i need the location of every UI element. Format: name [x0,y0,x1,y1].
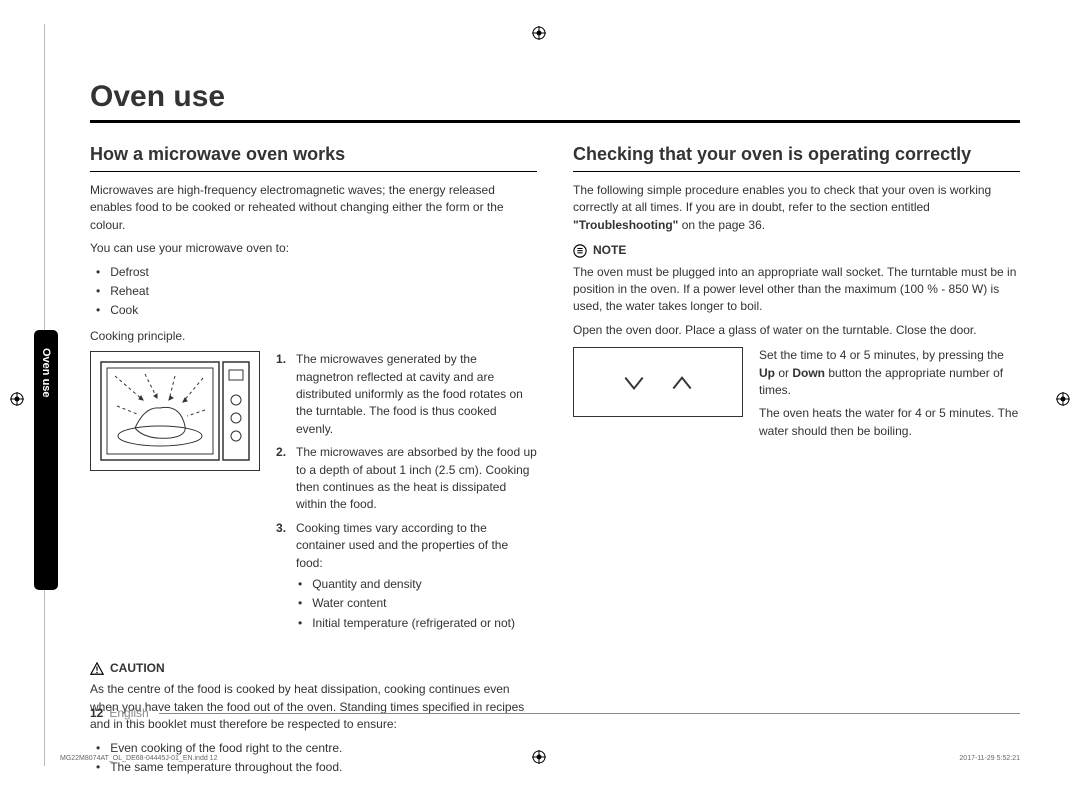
list-item: Reheat [96,283,537,300]
note-label: NOTE [593,242,626,259]
caution-callout: CAUTION [90,660,537,677]
body-text: You can use your microwave oven to: [90,240,537,257]
list-item: Quantity and density [298,576,537,593]
right-column: Checking that your oven is operating cor… [573,141,1020,784]
print-meta: MG22M8074AT_OL_DE68-04445J-01_EN.indd 12… [60,755,1020,762]
caution-icon [90,662,104,676]
list-item: The microwaves generated by the magnetro… [276,351,537,438]
page-number: 12 [90,706,103,720]
page-footer: 12 English [90,706,1020,720]
section-heading: Checking that your oven is operating cor… [573,141,1020,172]
list-item: The microwaves are absorbed by the food … [276,444,537,514]
up-down-buttons-illustration [573,347,743,417]
oven-illustration [90,351,260,471]
uses-list: Defrost Reheat Cook [96,264,537,320]
list-item: Cooking times vary according to the cont… [276,520,537,640]
footer-rule [159,713,1020,714]
timestamp: 2017-11-29 5:52:21 [959,755,1020,762]
left-column: How a microwave oven works Microwaves ar… [90,141,537,784]
section-heading: How a microwave oven works [90,141,537,172]
instruction-text: Set the time to 4 or 5 minutes, by press… [759,347,1020,446]
note-callout: NOTE [573,242,1020,259]
body-text: The following simple procedure enables y… [573,182,1020,234]
list-item: Cook [96,302,537,319]
body-text: Open the oven door. Place a glass of wat… [573,322,1020,339]
source-file: MG22M8074AT_OL_DE68-04445J-01_EN.indd 12 [60,755,217,762]
list-item: Water content [298,595,537,612]
cooking-steps: The microwaves generated by the magnetro… [276,351,537,646]
note-icon [573,244,587,258]
chevron-up-icon [669,369,695,395]
page-title: Oven use [90,80,1020,123]
language-label: English [109,706,148,720]
caution-label: CAUTION [110,660,165,677]
list-item: Initial temperature (refrigerated or not… [298,615,537,632]
chevron-down-icon [621,369,647,395]
body-text: Cooking principle. [90,328,537,345]
body-text: The oven must be plugged into an appropr… [573,264,1020,316]
list-item: Defrost [96,264,537,281]
body-text: Microwaves are high-frequency electromag… [90,182,537,234]
